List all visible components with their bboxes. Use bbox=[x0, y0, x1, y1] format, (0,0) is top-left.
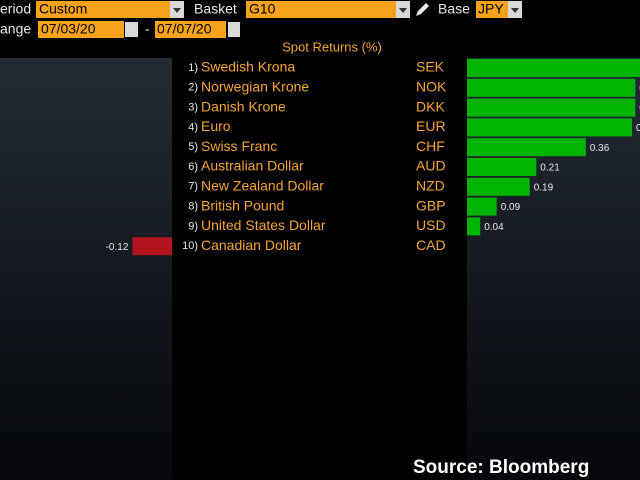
period-value: Custom bbox=[39, 1, 87, 17]
rank: 7) bbox=[188, 181, 198, 193]
currency-name: New Zealand Dollar bbox=[201, 178, 324, 194]
currency-code: NOK bbox=[416, 79, 447, 95]
currency-name: Danish Krone bbox=[201, 98, 286, 114]
currency-code: NZD bbox=[416, 178, 445, 194]
period-dropdown[interactable]: Custom bbox=[36, 1, 184, 18]
currency-code: AUD bbox=[416, 158, 446, 174]
rank: 9) bbox=[188, 220, 198, 232]
currency-code: EUR bbox=[416, 118, 446, 134]
bar bbox=[467, 138, 586, 157]
value-label: 0.09 bbox=[501, 202, 521, 213]
currency-code: GBP bbox=[416, 197, 446, 213]
base-dropdown[interactable]: JPY bbox=[476, 1, 522, 18]
currency-code: SEK bbox=[416, 59, 445, 75]
rank: 2) bbox=[188, 82, 198, 94]
range-end: 07/07/20 bbox=[157, 21, 212, 37]
value-label: 0.21 bbox=[540, 163, 560, 174]
calendar-icon[interactable] bbox=[125, 22, 138, 37]
currency-code: CHF bbox=[416, 138, 445, 154]
dropdown-arrow bbox=[511, 8, 519, 13]
currency-code: USD bbox=[416, 217, 446, 233]
value-label: 0.5 bbox=[636, 123, 640, 134]
range-start: 07/03/20 bbox=[41, 21, 96, 37]
currency-name: United States Dollar bbox=[201, 217, 326, 233]
rank: 4) bbox=[188, 121, 198, 133]
dropdown-field bbox=[246, 1, 396, 18]
base-value: JPY bbox=[478, 1, 504, 17]
date-field bbox=[155, 21, 226, 38]
value-label: 0.19 bbox=[534, 182, 554, 193]
currency-name: Swedish Krona bbox=[201, 59, 295, 75]
currency-name: Norwegian Krone bbox=[201, 79, 309, 95]
value-label: 0.04 bbox=[484, 222, 504, 233]
rank: 5) bbox=[188, 141, 198, 153]
range-separator: - bbox=[145, 21, 150, 37]
currency-name: Canadian Dollar bbox=[201, 237, 302, 253]
date-field bbox=[38, 21, 124, 38]
range-label: ange bbox=[0, 21, 31, 37]
bar bbox=[467, 217, 481, 236]
bar bbox=[467, 197, 497, 216]
value-label: -0.12 bbox=[106, 242, 129, 253]
currency-name: Euro bbox=[201, 118, 231, 134]
calendar-icon[interactable] bbox=[228, 22, 240, 37]
bar bbox=[467, 177, 530, 196]
chart-title: Spot Returns (%) bbox=[282, 39, 382, 54]
edit-icon[interactable] bbox=[416, 3, 429, 16]
bar bbox=[467, 98, 636, 117]
dropdown-arrow bbox=[399, 8, 407, 13]
dropdown-field bbox=[476, 1, 508, 18]
currency-code: DKK bbox=[416, 98, 445, 114]
bar bbox=[467, 118, 632, 137]
currency-name: British Pound bbox=[201, 197, 284, 213]
rank: 8) bbox=[188, 201, 198, 213]
bar bbox=[132, 237, 172, 256]
currency-name: Australian Dollar bbox=[201, 158, 304, 174]
range-start-input[interactable]: 07/03/20 bbox=[38, 21, 124, 38]
dropdown-arrow bbox=[173, 8, 181, 13]
basket-value: G10 bbox=[249, 1, 276, 17]
rank: 1) bbox=[188, 62, 198, 74]
period-label: eriod bbox=[0, 1, 31, 17]
basket-label: Basket bbox=[194, 1, 237, 17]
basket-dropdown[interactable]: G10 bbox=[246, 1, 410, 18]
bar bbox=[467, 158, 537, 176]
currency-code: CAD bbox=[416, 237, 446, 253]
rank: 3) bbox=[188, 102, 198, 114]
rank: 6) bbox=[188, 161, 198, 173]
source-note: Source: Bloomberg bbox=[413, 457, 589, 478]
dropdown-field bbox=[36, 1, 170, 18]
range-end-input[interactable]: 07/07/20 bbox=[155, 21, 226, 38]
base-label: Base bbox=[438, 1, 470, 17]
rank: 10) bbox=[182, 240, 198, 252]
currency-name: Swiss Franc bbox=[201, 138, 277, 154]
value-label: 0.36 bbox=[590, 143, 610, 154]
left-panel bbox=[0, 58, 172, 480]
bar bbox=[467, 59, 640, 77]
bar bbox=[467, 78, 636, 97]
